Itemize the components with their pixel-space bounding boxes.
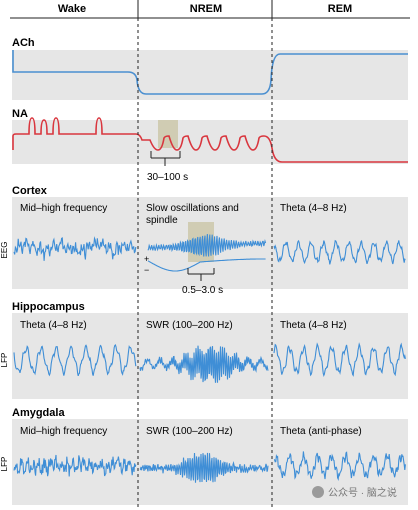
watermark-text: 公众号 · 脑之说 xyxy=(328,486,397,499)
ach-trace xyxy=(12,50,408,95)
header-wake: Wake xyxy=(58,3,86,15)
hippocampus-title: Hippocampus xyxy=(12,301,85,313)
hippocampus-nrem-label: SWR (100–200 Hz) xyxy=(146,320,233,331)
amygdala-rem-trace xyxy=(273,451,406,482)
ach-panel xyxy=(12,50,408,100)
header-rem: REM xyxy=(328,3,352,15)
cortex-wake-label: Mid–high frequency xyxy=(20,203,107,214)
amygdala-wake-trace xyxy=(13,454,137,477)
hippocampus-axis-label: LFP xyxy=(0,353,9,368)
cortex-panel-edge xyxy=(12,197,14,289)
ach-title: ACh xyxy=(12,37,35,49)
na-trace xyxy=(12,117,408,163)
na-panel xyxy=(12,120,408,164)
amygdala-title: Amygdala xyxy=(12,407,65,419)
cortex-spindle-trace xyxy=(147,234,267,257)
cortex-spindle-duration: 0.5–3.0 s xyxy=(182,285,223,296)
cortex-title: Cortex xyxy=(12,185,48,197)
hippocampus-wake-trace xyxy=(13,343,137,377)
header-nrem: NREM xyxy=(190,3,222,15)
cortex-slow-oscillation-trace xyxy=(147,258,266,272)
watermark: 公众号 · 脑之说 xyxy=(312,486,397,499)
cortex-minus-sign: − xyxy=(144,265,149,275)
na-title: NA xyxy=(12,108,28,120)
cortex-plus-sign: + xyxy=(144,254,149,264)
na-highlight xyxy=(158,120,178,148)
cortex-nrem-label-2: spindle xyxy=(146,215,178,226)
hippocampus-wake-label: Theta (4–8 Hz) xyxy=(20,320,87,331)
amygdala-nrem-label: SWR (100–200 Hz) xyxy=(146,426,233,437)
hippocampus-swr-trace xyxy=(139,345,269,383)
hippocampus-rem-label: Theta (4–8 Hz) xyxy=(280,320,347,331)
watermark-icon xyxy=(312,486,324,498)
amygdala-swr-trace xyxy=(139,452,269,483)
cortex-nrem-label-1: Slow oscillations and xyxy=(146,203,239,214)
cortex-rem-label: Theta (4–8 Hz) xyxy=(280,203,347,214)
amygdala-axis-label: LFP xyxy=(0,457,9,472)
cortex-wake-trace xyxy=(13,236,137,261)
na-period-label: 30–100 s xyxy=(147,172,188,183)
cortex-axis-label: EEG xyxy=(0,242,9,259)
hippocampus-rem-trace xyxy=(273,342,406,377)
amygdala-wake-label: Mid–high frequency xyxy=(20,426,107,437)
amygdala-rem-label: Theta (anti-phase) xyxy=(280,426,362,437)
cortex-rem-trace xyxy=(273,239,406,265)
